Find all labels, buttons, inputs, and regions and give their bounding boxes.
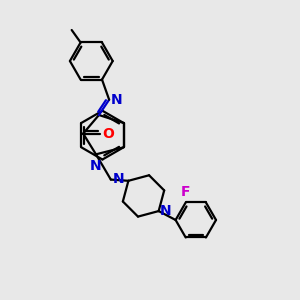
Text: F: F <box>181 185 190 199</box>
Text: O: O <box>102 127 114 141</box>
Text: N: N <box>160 204 172 218</box>
Text: N: N <box>111 93 122 107</box>
Text: N: N <box>90 159 102 173</box>
Text: N: N <box>113 172 125 186</box>
